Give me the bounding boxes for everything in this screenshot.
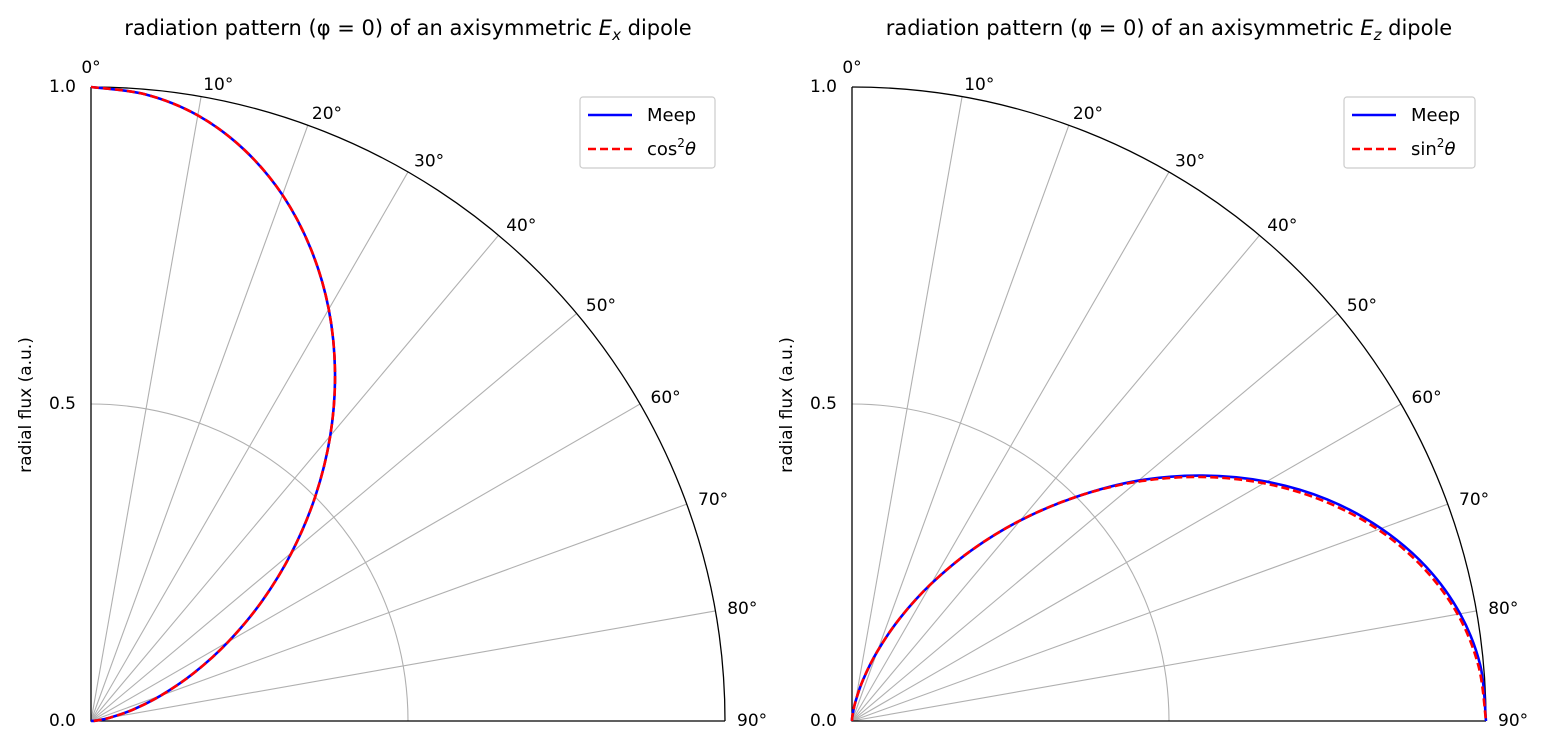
grid	[851, 96, 1477, 722]
series-line-cos2-theta	[90, 85, 337, 723]
chart-title: radiation pattern (φ = 0) of an axisymme…	[886, 16, 1452, 44]
theta-tick-label: 30°	[1175, 152, 1205, 172]
polar-chart-ex-dipole: radiation pattern (φ = 0) of an axisymme…	[16, 16, 767, 731]
legend-label-cos2-theta: cos2θ	[647, 136, 696, 160]
legend-label-sin2-theta: sin2θ	[1411, 136, 1455, 160]
theta-tick-label: 70°	[698, 490, 728, 510]
theta-tick-label: 90°	[737, 711, 767, 731]
polar-chart-ez-dipole: radiation pattern (φ = 0) of an axisymme…	[777, 16, 1528, 731]
legend: Meep sin2θ	[1343, 96, 1476, 169]
r-tick-label: 0.5	[810, 394, 837, 414]
grid	[90, 96, 716, 722]
theta-tick-label: 10°	[203, 75, 233, 95]
r-tick-label: 1.0	[49, 77, 76, 97]
legend-label-meep: Meep	[647, 105, 696, 126]
theta-tick-label: 50°	[586, 296, 616, 316]
series-line-meep	[850, 474, 1488, 722]
outer-arc	[90, 86, 726, 722]
theta-tick-label: 20°	[312, 104, 342, 124]
r-tick-label: 0.5	[49, 394, 76, 414]
theta-tick-label: 0°	[842, 58, 861, 78]
series-line-sin2-theta	[850, 475, 1488, 722]
theta-tick-label: 80°	[727, 599, 757, 619]
r-tick-label: 0.0	[49, 711, 76, 731]
theta-tick-label: 60°	[1412, 388, 1442, 408]
theta-tick-label: 90°	[1498, 711, 1528, 731]
r-tick-label: 1.0	[810, 77, 837, 97]
theta-tick-label: 50°	[1347, 296, 1377, 316]
theta-tick-label: 80°	[1488, 599, 1518, 619]
y-axis-label: radial flux (a.u.)	[777, 337, 797, 473]
theta-tick-label: 70°	[1459, 490, 1489, 510]
chart-title: radiation pattern (φ = 0) of an axisymme…	[124, 16, 691, 44]
theta-tick-label: 20°	[1073, 104, 1103, 124]
outer-arc	[851, 86, 1487, 722]
theta-tick-label: 0°	[81, 58, 100, 78]
legend-label-meep: Meep	[1411, 105, 1460, 126]
theta-tick-label: 10°	[964, 75, 994, 95]
r-tick-label: 0.0	[810, 711, 837, 731]
theta-tick-label: 40°	[1267, 216, 1297, 236]
theta-tick-label: 60°	[651, 388, 681, 408]
theta-tick-label: 40°	[506, 216, 536, 236]
legend: Meep cos2θ	[579, 96, 716, 169]
series-line-meep	[90, 85, 337, 723]
theta-tick-label: 30°	[414, 152, 444, 172]
y-axis-label: radial flux (a.u.)	[16, 337, 36, 473]
